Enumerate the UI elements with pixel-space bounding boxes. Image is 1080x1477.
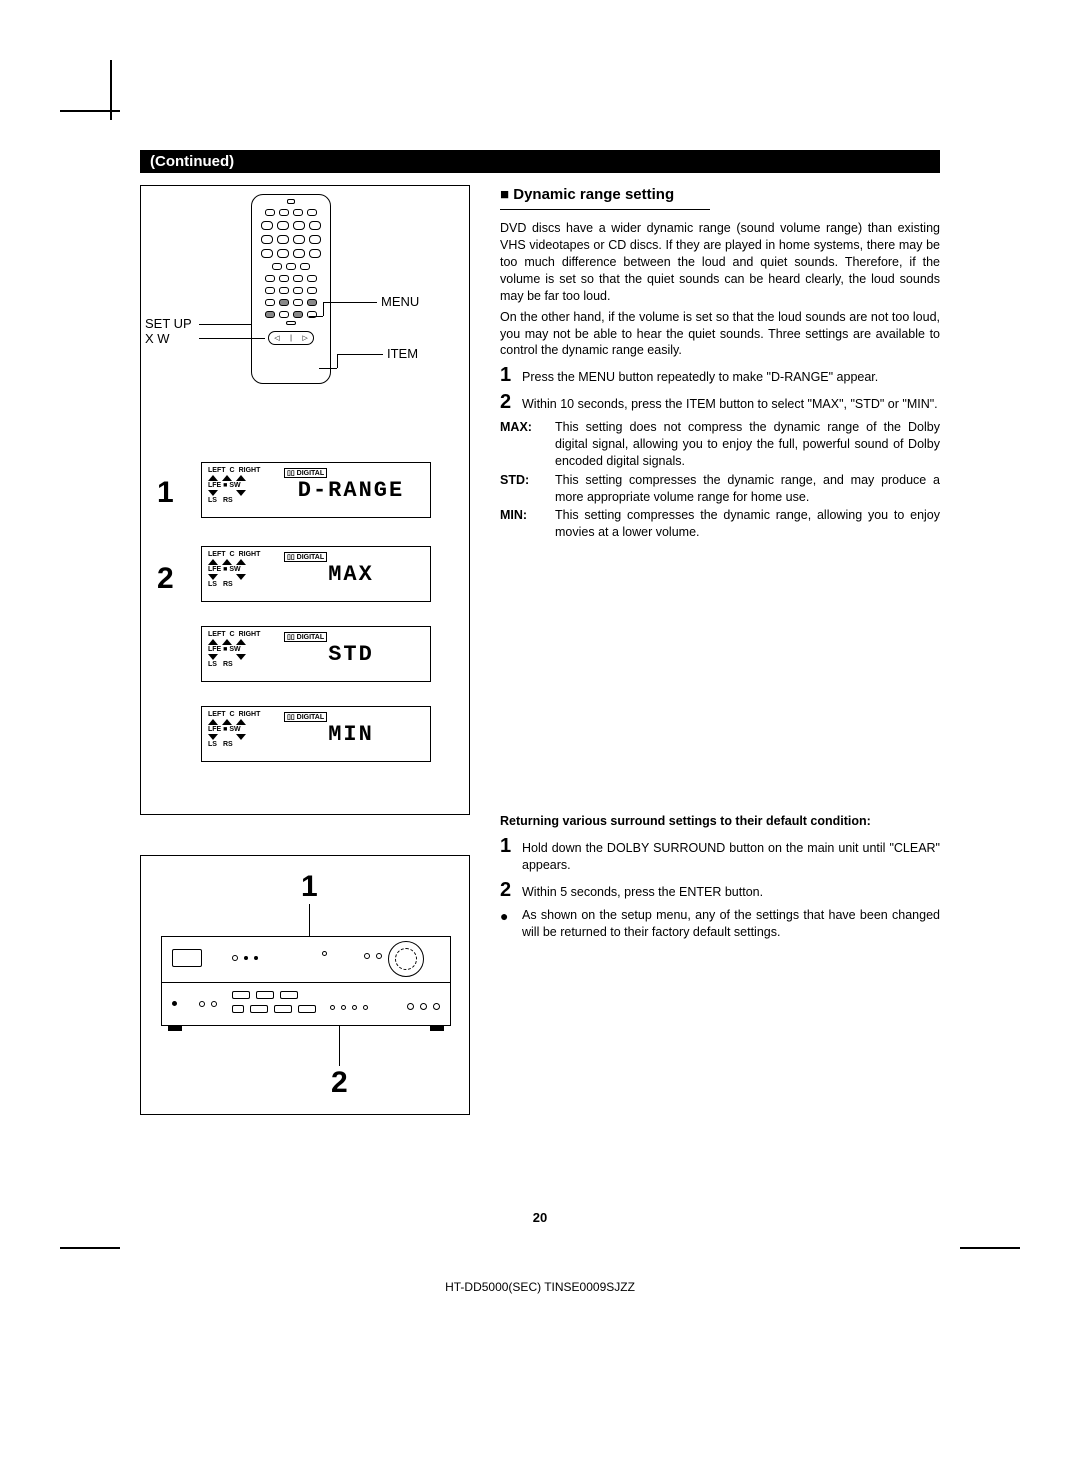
reset-heading: Returning various surround settings to t… bbox=[500, 813, 940, 830]
label-menu: MENU bbox=[381, 294, 419, 309]
amp-callout-1: 1 bbox=[301, 870, 318, 904]
footer-code: HT-DD5000(SEC) TINSE0009SJZZ bbox=[0, 1280, 1080, 1294]
def-min: MIN: This setting compresses the dynamic… bbox=[500, 507, 940, 541]
remote-control-illustration: ◁|▷ bbox=[251, 194, 331, 384]
display-std: LEFTCRIGHT LFE ■ SW LSRS ▯▯ DIGITAL STD bbox=[201, 626, 431, 682]
figure-remote-displays: ◁|▷ SET UP X W MENU ITEM bbox=[140, 185, 470, 815]
section-header: (Continued) bbox=[140, 150, 940, 173]
def-std: STD: This setting compresses the dynamic… bbox=[500, 472, 940, 506]
reset-bullet: ● As shown on the setup menu, any of the… bbox=[500, 907, 940, 941]
page-number: 20 bbox=[0, 1210, 1080, 1225]
intro-paragraph-1: DVD discs have a wider dynamic range (so… bbox=[500, 220, 940, 304]
intro-paragraph-2: On the other hand, if the volume is set … bbox=[500, 309, 940, 360]
display-min: LEFTCRIGHT LFE ■ SW LSRS ▯▯ DIGITAL MIN bbox=[201, 706, 431, 762]
amplifier-illustration bbox=[161, 936, 451, 1026]
label-item: ITEM bbox=[387, 346, 418, 361]
step-1: 1 Press the MENU button repeatedly to ma… bbox=[500, 365, 940, 386]
def-max: MAX: This setting does not compress the … bbox=[500, 419, 940, 470]
amp-callout-2: 2 bbox=[331, 1066, 348, 1100]
figure-amplifier: 1 2 bbox=[140, 855, 470, 1115]
reset-step-1: 1 Hold down the DOLBY SURROUND button on… bbox=[500, 836, 940, 874]
label-setup: SET UP X W bbox=[145, 316, 192, 346]
step-2: 2 Within 10 seconds, press the ITEM butt… bbox=[500, 392, 940, 413]
reset-step-2: 2 Within 5 seconds, press the ENTER butt… bbox=[500, 880, 940, 901]
display-d-range: LEFTCRIGHT LFE ■ SW LSRS ▯▯ DIGITAL D-RA… bbox=[201, 462, 431, 518]
display-max: LEFTCRIGHT LFE ■ SW LSRS ▯▯ DIGITAL MAX bbox=[201, 546, 431, 602]
section-title: ■ Dynamic range setting bbox=[500, 185, 940, 213]
